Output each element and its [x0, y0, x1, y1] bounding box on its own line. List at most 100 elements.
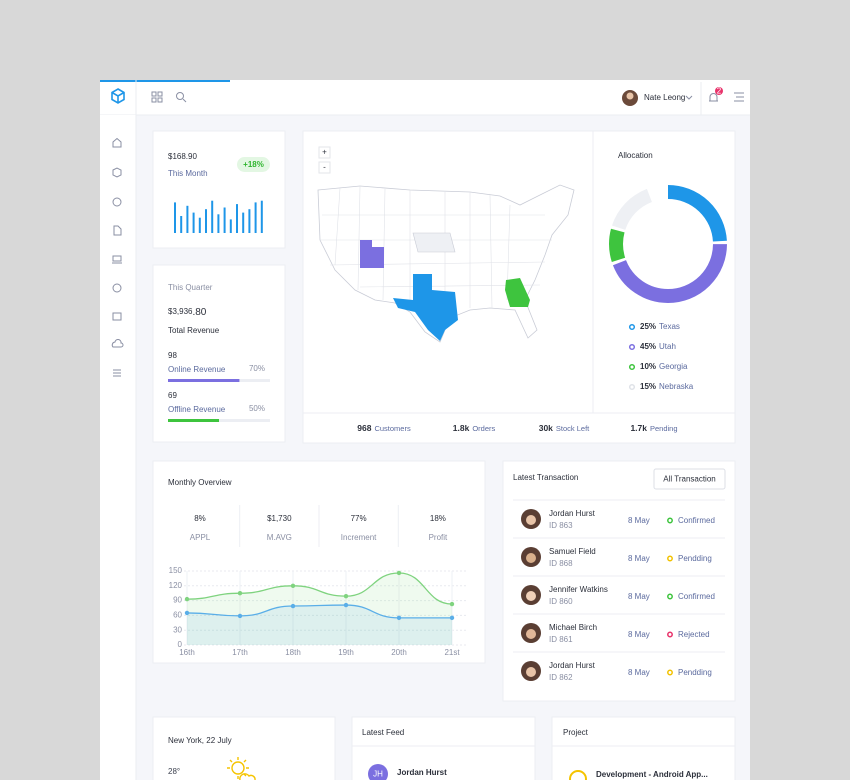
- temperature: 28°: [168, 767, 180, 776]
- amount-whole: $3,936: [168, 307, 193, 316]
- point: [449, 601, 455, 607]
- legend-dot: [628, 323, 636, 331]
- feed-name: Jordan Hurst: [397, 768, 447, 777]
- stat-label: Orders: [472, 424, 495, 433]
- avatar-face: [626, 92, 634, 100]
- bell-icon[interactable]: [709, 93, 718, 102]
- stat-label: Customers: [374, 424, 411, 433]
- month-period: This Month: [168, 169, 208, 178]
- row-status: Confirmed: [678, 516, 715, 525]
- menu-icon[interactable]: [734, 92, 744, 102]
- all-transaction-button[interactable]: [653, 468, 726, 490]
- revenue-percent: 50%: [249, 404, 265, 413]
- search-icon[interactable]: [176, 92, 184, 100]
- donut-segment: [609, 185, 727, 303]
- zoom-in-label[interactable]: +: [322, 148, 327, 157]
- line: [186, 604, 452, 619]
- legend-dot: [628, 383, 636, 391]
- nav-home[interactable]: [112, 137, 122, 148]
- quarter-card: [152, 264, 286, 443]
- overview-value: 77%: [351, 514, 367, 523]
- overview-title: Monthly Overview: [168, 478, 232, 487]
- nav-laptop[interactable]: [112, 255, 122, 264]
- nav-box[interactable]: [112, 167, 122, 178]
- status-dot: [667, 555, 673, 562]
- overview-label: Profit: [429, 533, 448, 542]
- donut-segment: [609, 185, 727, 303]
- transactions-card: [502, 460, 736, 702]
- y-tick-label: 30: [173, 625, 182, 634]
- stat-label: Stock Left: [556, 424, 590, 433]
- transactions-title: Latest Transaction: [513, 473, 578, 482]
- quarter-caption: Total Revenue: [168, 326, 220, 335]
- user-name[interactable]: Nate Leong: [644, 93, 685, 102]
- legend-name: Nebraska: [659, 382, 694, 391]
- mini-bar: [205, 209, 207, 233]
- nav-chart[interactable]: [112, 283, 122, 293]
- zoom-in[interactable]: [318, 146, 331, 159]
- x-tick-label: 16th: [179, 648, 195, 657]
- status-dot: [667, 517, 673, 524]
- mini-bar: [248, 209, 251, 233]
- nav-list[interactable]: [113, 369, 121, 377]
- revenue-value: 98: [168, 351, 177, 360]
- map-stat: 1.7k Pending: [630, 423, 677, 433]
- row-status: Pendding: [678, 668, 712, 677]
- avatar-face: [526, 667, 536, 677]
- point: [290, 583, 296, 588]
- y-tick-label: 90: [173, 596, 182, 605]
- project-progress: [569, 770, 587, 780]
- nav-file[interactable]: [113, 225, 122, 236]
- quarter-amount: $3,936.80: [168, 307, 207, 318]
- sidebar-icons: [111, 137, 124, 377]
- stat-value: 1.7k: [630, 423, 647, 433]
- notification-badge: [715, 87, 723, 95]
- project-title: Project: [563, 728, 589, 737]
- nav-cloud[interactable]: [111, 338, 124, 348]
- change-value: +18%: [243, 160, 264, 169]
- point: [396, 615, 402, 621]
- row-date: 8 May: [628, 516, 650, 525]
- button-label[interactable]: All Transaction: [663, 475, 715, 484]
- apps-icon[interactable]: [151, 91, 163, 103]
- mini-bar: [229, 219, 232, 233]
- y-tick-label: 60: [173, 611, 182, 620]
- logo-cube: [111, 88, 125, 104]
- zoom-out-label[interactable]: -: [323, 163, 326, 172]
- overview-value: 18%: [430, 514, 446, 523]
- point: [184, 610, 190, 616]
- row-name: Jordan Hurst: [549, 509, 596, 518]
- row-name: Michael Birch: [549, 623, 597, 632]
- map-stat: 30k Stock Left: [539, 423, 590, 433]
- stat-label: Pending: [650, 424, 678, 433]
- mini-bar: [192, 212, 195, 233]
- utah: [360, 240, 384, 268]
- overview-label: APPL: [190, 533, 211, 542]
- row-status: Confirmed: [678, 592, 715, 601]
- zoom-out[interactable]: [318, 161, 331, 174]
- overview-label: M.AVG: [267, 533, 292, 542]
- row-id: ID 862: [549, 673, 573, 682]
- donut-segment: [609, 185, 727, 303]
- nav-camera[interactable]: [112, 312, 122, 321]
- x-tick-label: 18th: [285, 648, 301, 657]
- mini-bar: [198, 217, 201, 233]
- revenue-label: Online Revenue: [168, 365, 226, 374]
- mini-bar: [180, 216, 183, 233]
- legend-percent: 25%: [640, 322, 656, 331]
- legend-percent: 10%: [640, 362, 656, 371]
- avatar-face: [526, 591, 536, 601]
- user-chevron[interactable]: [685, 95, 693, 100]
- nav-palette[interactable]: [112, 197, 122, 207]
- point: [343, 602, 349, 608]
- status-dot: [667, 631, 673, 638]
- stat-value: 1.8k: [453, 423, 470, 433]
- quarter-period: This Quarter: [168, 283, 213, 292]
- mini-bar: [217, 214, 220, 233]
- logo[interactable]: [111, 88, 125, 104]
- sun-icon: [227, 757, 256, 780]
- row-name: Samuel Field: [549, 547, 596, 556]
- project-name: Development - Android App...: [596, 770, 708, 779]
- point: [343, 593, 349, 599]
